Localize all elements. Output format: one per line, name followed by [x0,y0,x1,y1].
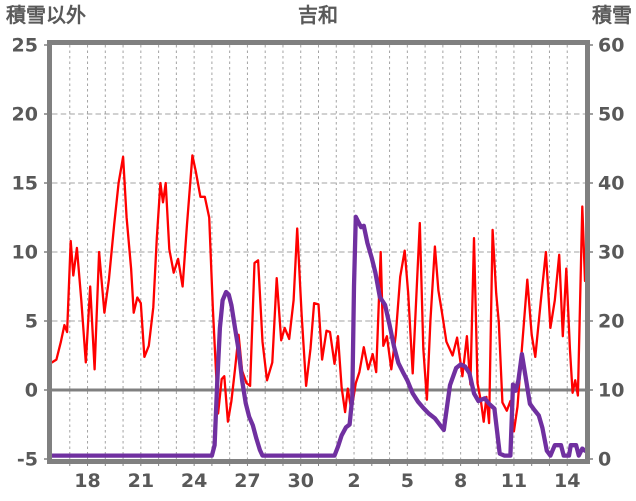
chart-title: 吉和 [298,3,338,27]
series-temperature-line [50,154,587,433]
x-axis-tick-label: 21 [128,470,154,492]
x-axis-tick-label: 30 [288,470,314,492]
right-axis-tick-label: 40 [598,173,624,195]
right-axis-title: 積雪 [592,3,632,27]
left-axis-tick-label: 25 [12,35,38,57]
right-axis-tick-label: 20 [598,311,624,333]
series-snow-line [49,214,588,458]
x-axis-tick-label: 8 [454,470,467,492]
right-axis-tick-label: 50 [598,104,624,126]
x-axis-tick-label: 24 [181,470,207,492]
left-axis-tick-label: 10 [12,242,38,264]
plot-frame [47,40,590,464]
left-axis-tick-label: -5 [17,449,38,471]
right-axis-tick-label: 30 [598,242,624,264]
left-axis-tick-label: 15 [12,173,38,195]
x-axis-tick-label: 14 [554,470,580,492]
right-axis-tick-label: 10 [598,380,624,402]
x-axis-tick-label: 18 [74,470,100,492]
x-axis-tick-label: 11 [501,470,527,492]
left-axis-tick-label: 20 [12,104,38,126]
x-axis-tick-label: 2 [347,470,360,492]
x-axis-tick-label: 5 [401,470,414,492]
left-axis-tick-label: 0 [25,380,38,402]
left-axis-title: 積雪以外 [6,3,86,27]
left-axis-tick-label: 5 [25,311,38,333]
right-axis-tick-label: 0 [598,449,611,471]
x-axis-tick-label: 27 [234,470,260,492]
right-axis-tick-label: 60 [598,35,624,57]
